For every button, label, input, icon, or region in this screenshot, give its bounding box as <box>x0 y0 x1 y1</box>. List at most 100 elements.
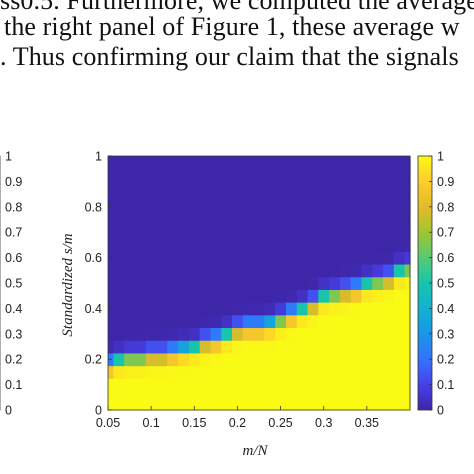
heatmap-cell <box>145 200 158 214</box>
heatmap-cell <box>264 276 276 290</box>
heatmap-cell <box>329 225 341 240</box>
heatmap-cell <box>264 327 276 341</box>
heatmap-cell <box>188 263 201 278</box>
heatmap-cell <box>329 302 341 316</box>
paragraph-line-2: the right panel of Figure 1, these avera… <box>4 12 460 41</box>
heatmap-cell <box>210 314 222 329</box>
heatmap-cell <box>329 238 341 252</box>
heatmap-cell <box>199 314 212 329</box>
heatmap-cell <box>124 187 136 202</box>
heatmap-cell <box>350 225 363 240</box>
heatmap-cell <box>339 276 352 290</box>
heatmap-cell <box>156 276 168 290</box>
heatmap-cell <box>361 162 373 176</box>
heatmap-cell <box>393 213 406 227</box>
heatmap-cell <box>199 365 212 379</box>
heatmap-cell <box>350 403 363 411</box>
heatmap-cell <box>188 238 201 252</box>
heatmap-cell <box>242 327 255 341</box>
heatmap-cell <box>156 162 168 176</box>
heatmap-cell <box>329 175 341 189</box>
heatmap-cell <box>134 390 147 405</box>
heatmap-cell <box>296 225 309 240</box>
heatmap-cell <box>167 251 179 265</box>
heatmap-cell <box>167 365 179 379</box>
heatmap-cell <box>108 162 114 176</box>
heatmap-cell <box>361 175 373 189</box>
heatmap-cell <box>232 156 244 163</box>
heatmap-cell <box>285 403 298 411</box>
heatmap-cell <box>307 175 319 189</box>
heatmap-cell <box>188 327 201 341</box>
x-axis-label: m/N <box>242 443 268 459</box>
heatmap-cell <box>393 200 406 214</box>
heatmap-cell <box>296 276 309 290</box>
heatmap-cell <box>134 340 147 354</box>
heatmap-cell <box>232 327 244 341</box>
heatmap-cell <box>232 238 244 252</box>
heatmap-cell <box>318 340 330 354</box>
heatmap-cell <box>221 314 233 329</box>
heatmap-cell <box>361 314 373 329</box>
heatmap-cell <box>393 340 406 354</box>
heatmap-cell <box>275 289 287 303</box>
heatmap-cell <box>404 340 411 354</box>
heatmap-cell <box>145 289 158 303</box>
heatmap-cell <box>329 327 341 341</box>
plot-frame <box>107 155 411 411</box>
heatmap-cell <box>393 175 406 189</box>
heatmap-cell <box>296 378 309 392</box>
heatmap-cell <box>329 289 341 303</box>
heatmap-cell <box>264 213 276 227</box>
heatmap-cell <box>361 156 373 163</box>
heatmap-cell <box>404 289 411 303</box>
heatmap-cell <box>307 225 319 240</box>
heatmap-cell <box>372 251 384 265</box>
heatmap-cell <box>178 352 190 367</box>
heatmap-cell <box>188 213 201 227</box>
heatmap-cell <box>188 187 201 202</box>
heatmap-cell <box>307 340 319 354</box>
heatmap-cell <box>318 238 330 252</box>
left-colorbar-tick-label: 0 <box>5 404 12 418</box>
heatmap-cell <box>167 302 179 316</box>
heatmap-cell <box>134 213 147 227</box>
colorbar-tick-label: 0.9 <box>437 175 454 189</box>
heatmap-cell <box>178 175 190 189</box>
heatmap-cell <box>361 302 373 316</box>
heatmap-cell <box>253 378 265 392</box>
heatmap-cell <box>404 390 411 405</box>
heatmap-cell <box>242 276 255 290</box>
heatmap-cell <box>350 340 363 354</box>
heatmap-cell <box>264 403 276 411</box>
heatmap-cell <box>232 340 244 354</box>
heatmap-cell <box>221 225 233 240</box>
colorbar-tick-label: 0.5 <box>437 277 454 291</box>
heatmap-cell <box>318 251 330 265</box>
heatmap-cell <box>264 225 276 240</box>
heatmap-cell <box>361 276 373 290</box>
heatmap-cell <box>188 340 201 354</box>
heatmap-cell <box>339 352 352 367</box>
heatmap-cell <box>253 314 265 329</box>
heatmap-cell <box>167 225 179 240</box>
heatmap-cell <box>350 263 363 278</box>
heatmap-cell <box>242 378 255 392</box>
heatmap-cell <box>167 263 179 278</box>
heatmap-cell <box>264 314 276 329</box>
heatmap-cell <box>361 200 373 214</box>
heatmap-cell <box>124 390 136 405</box>
heatmap-cell <box>361 187 373 202</box>
heatmap-cell <box>156 187 168 202</box>
paragraph-line-1: ss0.5. Furthermore, we computed the aver… <box>0 0 474 15</box>
heatmap-cell <box>372 340 384 354</box>
heatmap-cell <box>134 251 147 265</box>
heatmap-cell <box>113 352 125 367</box>
x-tick-label: 0.35 <box>355 416 379 430</box>
left-colorbar-tick-label: 0.2 <box>5 353 22 367</box>
heatmap-cell <box>232 314 244 329</box>
heatmap-cell <box>178 251 190 265</box>
heatmap-cell <box>318 175 330 189</box>
heatmap-cell <box>242 156 255 163</box>
